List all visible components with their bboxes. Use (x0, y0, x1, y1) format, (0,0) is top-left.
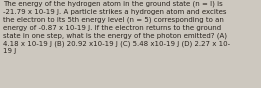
Text: The energy of the hydrogen atom in the ground state (n = l) is
-21.79 x 10-19 J.: The energy of the hydrogen atom in the g… (3, 1, 230, 54)
